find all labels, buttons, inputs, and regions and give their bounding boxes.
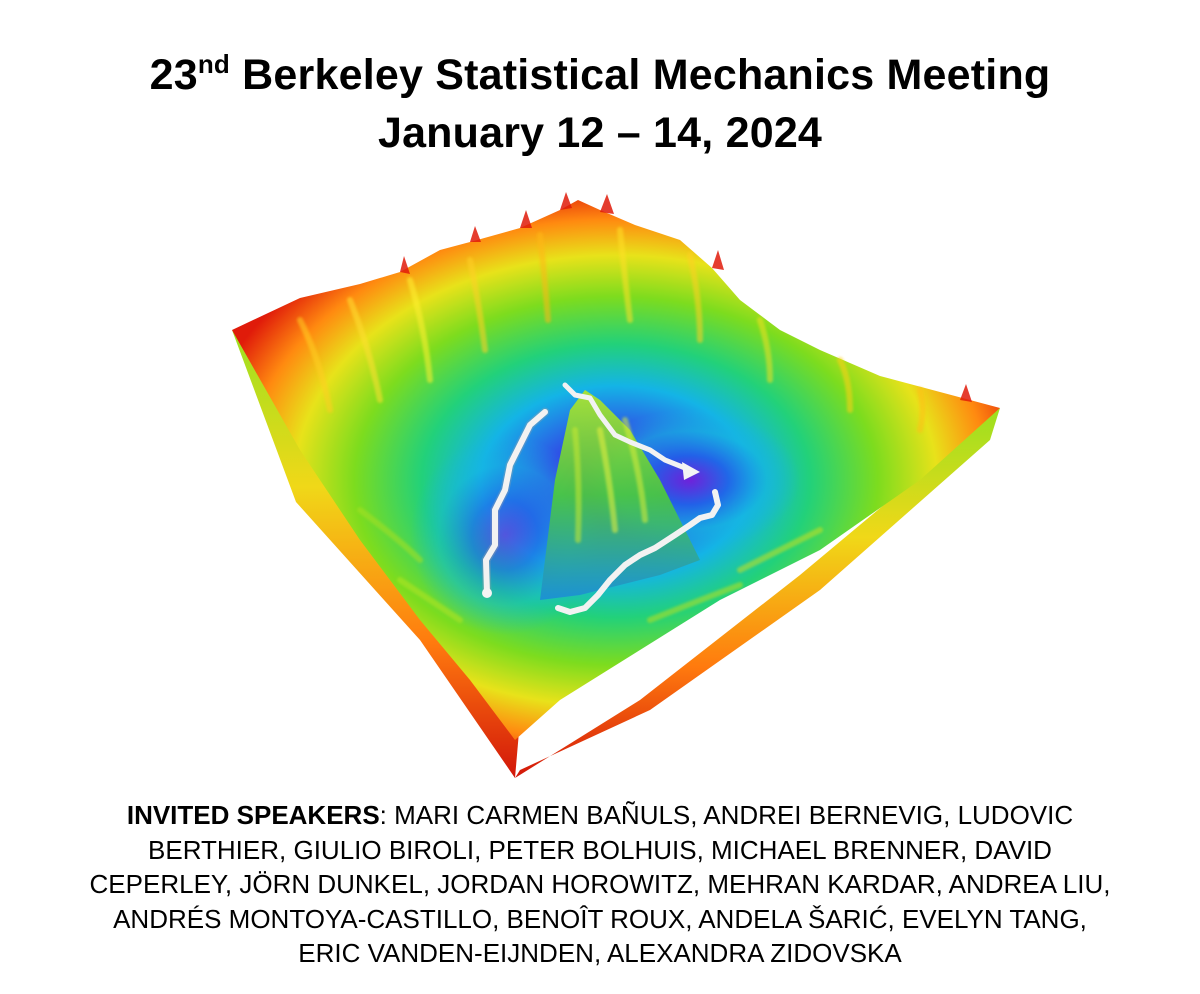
speakers-text-4: ANDRÉS MONTOYA-CASTILLO, BENOÎT ROUX, AN… xyxy=(113,903,1087,934)
ordinal-suffix: nd xyxy=(197,48,231,79)
meeting-dates: January 12 – 14, 2024 xyxy=(377,109,823,157)
speakers-text-2: BERTHIER, GIULIO BIROLI, PETER BOLHUIS, … xyxy=(148,834,1052,865)
meeting-name: Berkeley Statistical Mechanics Meeting xyxy=(242,51,1051,99)
invited-speakers: INVITED SPEAKERS: MARI CARMEN BAÑULS, AN… xyxy=(30,798,1170,971)
ordinal-number: 23 xyxy=(149,51,198,99)
energy-landscape-illustration xyxy=(232,192,1000,778)
speakers-label: INVITED SPEAKERS xyxy=(126,800,380,830)
path-arrow-head xyxy=(682,462,700,480)
path-start-point xyxy=(482,588,492,598)
speakers-text-3: CEPERLEY, JÖRN DUNKEL, JORDAN HOROWITZ, … xyxy=(89,869,1111,899)
meeting-title: 23nd Berkeley Statistical Mechanics Meet… xyxy=(0,46,1200,162)
title-line-1: 23nd Berkeley Statistical Mechanics Meet… xyxy=(0,46,1200,104)
speakers-line-1: INVITED SPEAKERS: MARI CARMEN BAÑULS, AN… xyxy=(30,798,1170,833)
speakers-text-1: : MARI CARMEN BAÑULS, ANDREI BERNEVIG, L… xyxy=(379,800,1074,830)
speakers-text-5: ERIC VANDEN-EIJNDEN, ALEXANDRA ZIDOVSKA xyxy=(298,938,902,968)
transition-path xyxy=(481,382,721,615)
